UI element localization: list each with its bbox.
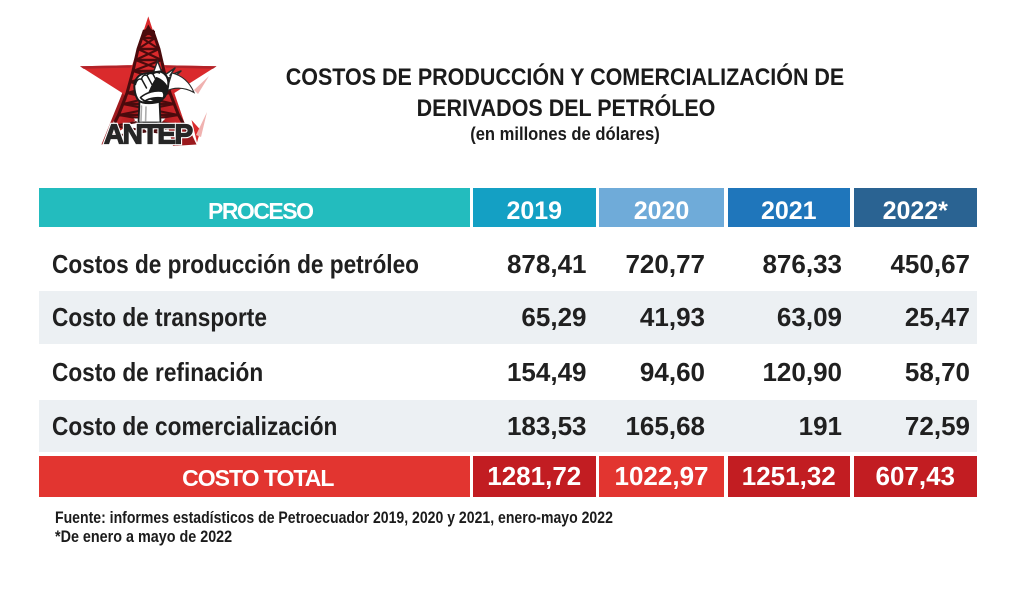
svg-text:ANTEP: ANTEP	[104, 119, 193, 150]
svg-text:ANTEP: ANTEP	[104, 119, 193, 150]
